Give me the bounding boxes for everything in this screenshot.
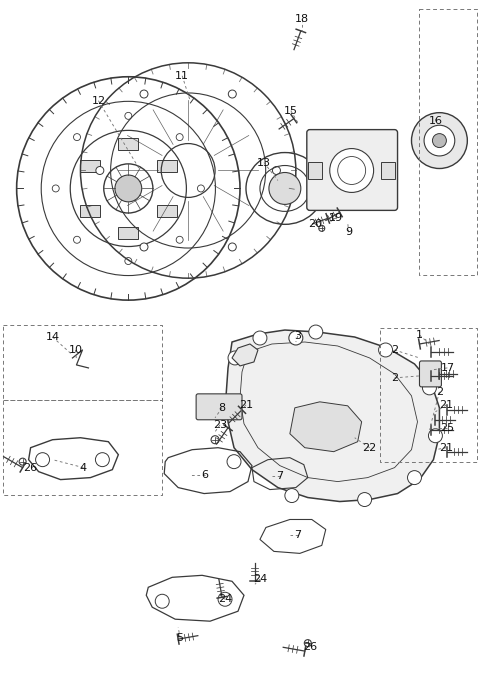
- Circle shape: [269, 173, 301, 204]
- FancyBboxPatch shape: [157, 205, 177, 217]
- Text: 9: 9: [345, 227, 352, 237]
- Circle shape: [52, 185, 59, 192]
- Text: 19: 19: [329, 213, 343, 223]
- Circle shape: [19, 458, 26, 465]
- Circle shape: [176, 236, 183, 243]
- Text: 21: 21: [439, 400, 454, 410]
- Text: 18: 18: [295, 14, 309, 24]
- Circle shape: [285, 488, 299, 503]
- Text: 15: 15: [284, 106, 298, 115]
- Text: 25: 25: [440, 423, 455, 433]
- Circle shape: [140, 90, 148, 98]
- Circle shape: [176, 134, 183, 141]
- FancyBboxPatch shape: [119, 227, 138, 239]
- Circle shape: [73, 134, 81, 141]
- Text: 20: 20: [308, 219, 322, 229]
- Circle shape: [309, 325, 323, 339]
- Polygon shape: [290, 402, 361, 451]
- Circle shape: [432, 134, 446, 148]
- Circle shape: [289, 331, 303, 345]
- Circle shape: [429, 429, 443, 443]
- Circle shape: [253, 331, 267, 345]
- FancyBboxPatch shape: [119, 138, 138, 150]
- Circle shape: [125, 113, 132, 120]
- Text: 8: 8: [218, 403, 226, 413]
- Circle shape: [227, 455, 241, 469]
- Circle shape: [411, 113, 468, 169]
- Text: 11: 11: [175, 71, 189, 81]
- Circle shape: [73, 236, 81, 243]
- Text: 26: 26: [303, 642, 317, 652]
- FancyBboxPatch shape: [308, 161, 322, 180]
- Circle shape: [424, 125, 455, 156]
- Text: 2: 2: [436, 387, 443, 397]
- Text: 23: 23: [213, 420, 227, 430]
- Text: 21: 21: [239, 400, 253, 410]
- Polygon shape: [232, 344, 258, 366]
- Text: 3: 3: [294, 331, 301, 341]
- Text: 14: 14: [46, 332, 60, 342]
- Circle shape: [228, 90, 236, 98]
- Text: 16: 16: [429, 115, 443, 126]
- Circle shape: [319, 225, 325, 232]
- FancyBboxPatch shape: [157, 160, 177, 172]
- Circle shape: [379, 343, 393, 357]
- Circle shape: [228, 351, 242, 365]
- Polygon shape: [226, 330, 439, 501]
- Text: 2: 2: [391, 373, 398, 383]
- FancyBboxPatch shape: [80, 160, 100, 172]
- Text: 6: 6: [202, 470, 209, 479]
- Circle shape: [115, 175, 142, 202]
- Circle shape: [36, 453, 49, 466]
- Circle shape: [155, 594, 169, 609]
- FancyBboxPatch shape: [196, 394, 242, 420]
- Text: 24: 24: [218, 594, 232, 604]
- Circle shape: [408, 471, 421, 484]
- Circle shape: [197, 185, 204, 192]
- Circle shape: [422, 381, 436, 395]
- Circle shape: [96, 453, 109, 466]
- Circle shape: [228, 243, 236, 251]
- FancyBboxPatch shape: [420, 361, 442, 387]
- Text: 1: 1: [416, 330, 423, 340]
- Text: 10: 10: [69, 345, 83, 355]
- Circle shape: [304, 640, 312, 647]
- Text: 7: 7: [276, 471, 284, 481]
- Circle shape: [273, 167, 280, 174]
- Circle shape: [218, 592, 232, 607]
- FancyBboxPatch shape: [80, 205, 100, 217]
- Text: 12: 12: [91, 96, 106, 106]
- Text: 2: 2: [391, 345, 398, 355]
- FancyBboxPatch shape: [307, 130, 397, 210]
- FancyBboxPatch shape: [381, 161, 395, 180]
- Circle shape: [96, 167, 104, 174]
- Text: 26: 26: [24, 462, 37, 473]
- Text: 13: 13: [257, 158, 271, 167]
- Text: 5: 5: [177, 633, 184, 643]
- Circle shape: [330, 149, 373, 193]
- Text: 17: 17: [440, 363, 455, 373]
- Circle shape: [140, 243, 148, 251]
- Text: 7: 7: [294, 531, 301, 540]
- Text: 22: 22: [362, 443, 377, 453]
- Text: 21: 21: [439, 443, 454, 453]
- Circle shape: [211, 436, 219, 444]
- Circle shape: [358, 492, 372, 507]
- Text: 24: 24: [253, 574, 267, 585]
- Text: 4: 4: [80, 462, 87, 473]
- Circle shape: [125, 257, 132, 264]
